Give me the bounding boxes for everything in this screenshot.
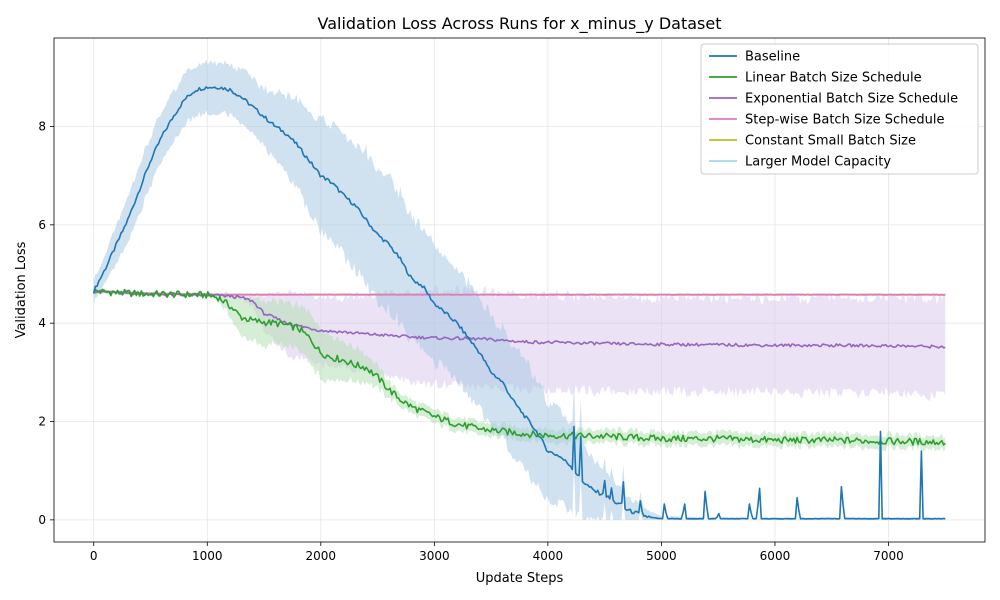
chart-title: Validation Loss Across Runs for x_minus_… (317, 14, 721, 34)
legend-label: Exponential Batch Size Schedule (745, 92, 958, 107)
legend-label: Baseline (745, 50, 800, 65)
line-exponential-batch-size-schedule (93, 289, 946, 349)
plot-frame (53, 37, 986, 543)
y-tick-label: 4 (38, 316, 46, 330)
x-tick-label: 2000 (306, 549, 337, 563)
x-tick-label: 1000 (192, 549, 223, 563)
legend-box (700, 43, 979, 175)
x-axis-label: Update Steps (476, 571, 564, 586)
y-axis-label: Validation Loss (14, 241, 29, 338)
y-ticks: 0 2 4 6 8 (38, 120, 54, 527)
y-tick-label: 0 (38, 513, 46, 527)
x-tick-label: 4000 (533, 549, 564, 563)
legend-label: Step-wise Batch Size Schedule (745, 113, 945, 128)
legend-label: Constant Small Batch Size (745, 134, 916, 149)
y-tick-label: 8 (38, 120, 46, 134)
y-tick-label: 2 (38, 415, 46, 429)
line-linear-batch-size-schedule (92, 288, 946, 446)
y-tick-label: 6 (38, 218, 46, 232)
legend-label: Larger Model Capacity (745, 155, 891, 170)
line-baseline (92, 86, 946, 520)
x-ticks: 0 1000 2000 3000 4000 5000 6000 7000 (90, 542, 904, 563)
legend-label: Linear Batch Size Schedule (745, 71, 922, 86)
band-baseline (93, 59, 946, 520)
x-tick-label: 0 (90, 549, 98, 563)
x-tick-label: 3000 (419, 549, 450, 563)
band-linear-batch-size-schedule (93, 287, 946, 452)
x-tick-label: 6000 (760, 549, 791, 563)
x-tick-label: 7000 (873, 549, 904, 563)
legend: Baseline Linear Batch Size Schedule Expone… (700, 43, 979, 175)
series-lines (92, 86, 946, 520)
x-tick-label: 5000 (646, 549, 677, 563)
line-step-wise-batch-size-schedule (93, 290, 946, 296)
